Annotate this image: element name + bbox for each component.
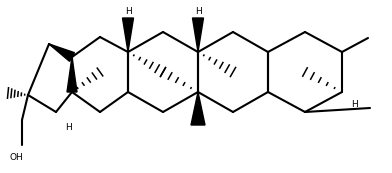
Text: H: H — [65, 124, 71, 133]
Polygon shape — [67, 57, 77, 92]
Text: H: H — [125, 7, 131, 16]
Polygon shape — [191, 92, 205, 125]
Polygon shape — [122, 18, 134, 52]
Text: H: H — [352, 101, 358, 110]
Text: H: H — [194, 7, 201, 16]
Text: OH: OH — [9, 153, 23, 162]
Polygon shape — [192, 18, 203, 52]
Polygon shape — [49, 44, 74, 61]
